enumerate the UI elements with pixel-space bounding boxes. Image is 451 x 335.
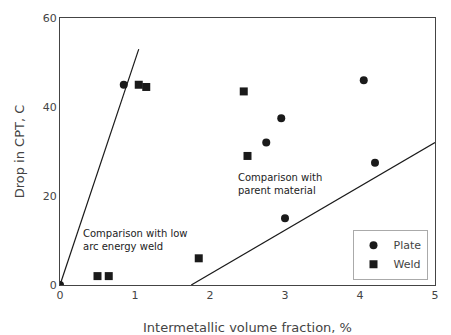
svg-text:Comparison withparent material: Comparison withparent material bbox=[238, 172, 322, 196]
svg-text:Drop in CPT, C: Drop in CPT, C bbox=[12, 105, 27, 199]
svg-text:40: 40 bbox=[43, 101, 57, 114]
svg-text:Intermetallic volume fraction,: Intermetallic volume fraction, % bbox=[143, 320, 352, 335]
svg-text:20: 20 bbox=[43, 190, 57, 203]
svg-text:0: 0 bbox=[57, 289, 64, 302]
svg-text:1: 1 bbox=[132, 289, 139, 302]
svg-text:2: 2 bbox=[207, 289, 214, 302]
svg-text:0: 0 bbox=[50, 279, 57, 292]
svg-text:Plate: Plate bbox=[394, 239, 422, 252]
svg-text:60: 60 bbox=[43, 12, 57, 25]
svg-text:4: 4 bbox=[357, 289, 364, 302]
svg-text:Comparison with lowarc energy: Comparison with lowarc energy weld bbox=[83, 228, 188, 252]
svg-text:Weld: Weld bbox=[394, 258, 421, 271]
svg-text:3: 3 bbox=[282, 289, 289, 302]
svg-text:5: 5 bbox=[432, 289, 439, 302]
